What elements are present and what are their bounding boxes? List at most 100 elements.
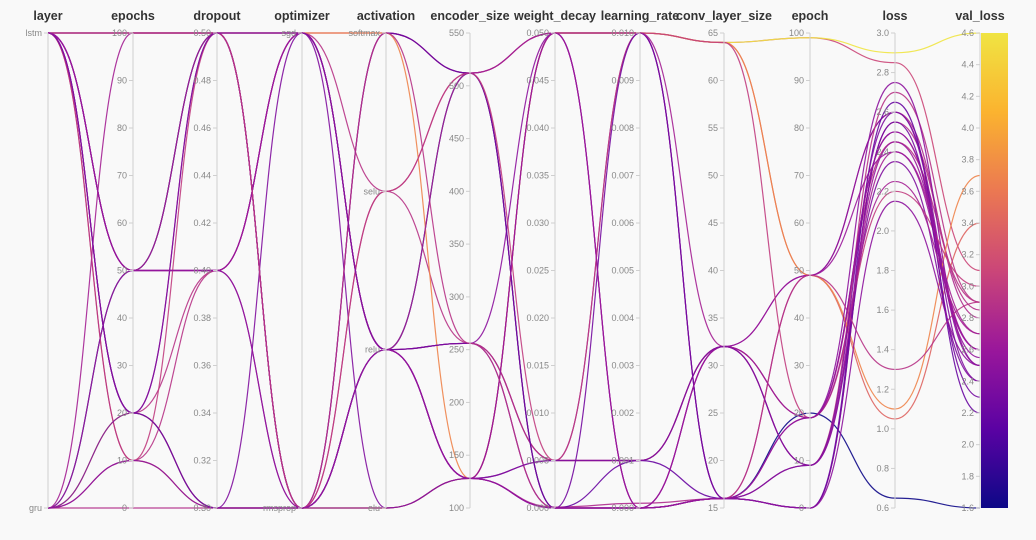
tick-label-epoch: 60 bbox=[794, 218, 804, 228]
tick-label-dropout: 0.42 bbox=[193, 218, 211, 228]
axis-optimizer[interactable]: optimizer rmsprop sgd bbox=[263, 9, 330, 513]
tick-label-layer: lstm bbox=[26, 28, 43, 38]
tick-label-weight_decay: 0.025 bbox=[526, 266, 549, 276]
tick-label-epoch: 10 bbox=[794, 456, 804, 466]
tick-label-weight_decay: 0.040 bbox=[526, 123, 549, 133]
tick-label-loss: 2.6 bbox=[876, 107, 889, 117]
axis-epoch[interactable]: epoch 0 10 20 30 40 50 60 70 80 90 100 bbox=[789, 9, 828, 513]
tick-label-epoch: 0 bbox=[799, 503, 804, 513]
tick-label-learning_rate: 0.009 bbox=[611, 76, 634, 86]
tick-label-loss: 2.8 bbox=[876, 68, 889, 78]
tick-label-loss: 2.2 bbox=[876, 186, 889, 196]
tick-label-conv_layer_size: 25 bbox=[708, 408, 718, 418]
tick-label-weight_decay: 0.045 bbox=[526, 76, 549, 86]
axis-title-epoch: epoch bbox=[792, 9, 829, 23]
tick-label-loss: 1.4 bbox=[876, 345, 889, 355]
tick-label-learning_rate: 0.007 bbox=[611, 171, 634, 181]
tick-label-loss: 2.4 bbox=[876, 147, 889, 157]
axis-title-loss: loss bbox=[882, 9, 907, 23]
tick-label-val_loss: 4.6 bbox=[961, 28, 974, 38]
tick-label-epoch: 50 bbox=[794, 266, 804, 276]
axis-val_loss[interactable]: val_loss 1.6 1.8 2.0 2.2 2.4 2.6 2.8 3.0 3.2 3.4 3.… bbox=[955, 9, 1004, 513]
tick-label-encoder_size: 550 bbox=[449, 28, 464, 38]
tick-label-epoch: 80 bbox=[794, 123, 804, 133]
axis-title-epochs: epochs bbox=[111, 9, 155, 23]
tick-label-encoder_size: 250 bbox=[449, 345, 464, 355]
axis-learning_rate[interactable]: learning_rate 0.000 0.001 0.002 0.003 0.004 0.… bbox=[601, 9, 680, 513]
axis-title-val_loss: val_loss bbox=[955, 9, 1004, 23]
tick-label-weight_decay: 0.030 bbox=[526, 218, 549, 228]
tick-label-learning_rate: 0.006 bbox=[611, 218, 634, 228]
axis-title-encoder_size: encoder_size bbox=[430, 9, 509, 23]
axis-title-activation: activation bbox=[357, 9, 415, 23]
tick-label-encoder_size: 150 bbox=[449, 450, 464, 460]
axis-title-optimizer: optimizer bbox=[274, 9, 330, 23]
tick-label-optimizer: rmsprop bbox=[263, 503, 296, 513]
axis-activation[interactable]: activation elu relu selu softmax bbox=[348, 9, 415, 513]
tick-label-val_loss: 3.4 bbox=[961, 218, 974, 228]
axis-dropout[interactable]: dropout 0.30 0.32 0.34 0.36 0.38 0.40 0.42 0.44 0… bbox=[193, 9, 241, 513]
tick-label-epoch: 70 bbox=[794, 171, 804, 181]
tick-label-epochs: 20 bbox=[117, 408, 127, 418]
tick-label-learning_rate: 0.002 bbox=[611, 408, 634, 418]
tick-label-val_loss: 3.8 bbox=[961, 155, 974, 165]
tick-label-loss: 1.6 bbox=[876, 305, 889, 315]
tick-label-val_loss: 4.4 bbox=[961, 60, 974, 70]
tick-label-learning_rate: 0.001 bbox=[611, 456, 634, 466]
series-line-run-19[interactable] bbox=[47, 32, 981, 509]
tick-label-encoder_size: 500 bbox=[449, 81, 464, 91]
tick-label-layer: gru bbox=[29, 503, 42, 513]
axis-loss[interactable]: loss 0.6 0.8 1.0 1.2 1.4 1.6 1.8 2.0 2.2 2.4 2.6 2.8… bbox=[876, 9, 907, 513]
axis-conv_layer_size[interactable]: conv_layer_size 15 20 25 30 35 40 45 50 55 60 65 bbox=[676, 9, 772, 513]
tick-label-dropout: 0.40 bbox=[193, 266, 211, 276]
tick-label-weight_decay: 0.020 bbox=[526, 313, 549, 323]
tick-label-epoch: 40 bbox=[794, 313, 804, 323]
tick-label-encoder_size: 450 bbox=[449, 134, 464, 144]
tick-label-val_loss: 3.6 bbox=[961, 186, 974, 196]
tick-label-conv_layer_size: 55 bbox=[708, 123, 718, 133]
tick-label-dropout: 0.36 bbox=[193, 361, 211, 371]
tick-label-epoch: 90 bbox=[794, 76, 804, 86]
tick-label-dropout: 0.38 bbox=[193, 313, 211, 323]
tick-label-epochs: 70 bbox=[117, 171, 127, 181]
tick-label-val_loss: 2.4 bbox=[961, 376, 974, 386]
tick-label-loss: 1.2 bbox=[876, 384, 889, 394]
tick-label-learning_rate: 0.005 bbox=[611, 266, 634, 276]
tick-label-conv_layer_size: 45 bbox=[708, 218, 718, 228]
series-line-run-11[interactable] bbox=[48, 72, 981, 509]
tick-label-weight_decay: 0.050 bbox=[526, 28, 549, 38]
tick-label-encoder_size: 400 bbox=[449, 186, 464, 196]
axis-title-conv_layer_size: conv_layer_size bbox=[676, 9, 772, 23]
series-line-run-10[interactable] bbox=[47, 32, 981, 466]
tick-label-loss: 2.0 bbox=[876, 226, 889, 236]
axis-layer[interactable]: layer gru lstm bbox=[26, 9, 63, 513]
tick-label-dropout: 0.48 bbox=[193, 76, 211, 86]
tick-label-val_loss: 4.0 bbox=[961, 123, 974, 133]
tick-label-conv_layer_size: 30 bbox=[708, 361, 718, 371]
series-line-run-21[interactable] bbox=[47, 32, 981, 419]
tick-label-dropout: 0.44 bbox=[193, 171, 211, 181]
tick-label-epochs: 60 bbox=[117, 218, 127, 228]
tick-label-val_loss: 3.2 bbox=[961, 250, 974, 260]
axis-epochs[interactable]: epochs 0 10 20 30 40 50 60 70 80 90 100 bbox=[111, 9, 155, 513]
series-line-run-18[interactable] bbox=[47, 32, 981, 509]
tick-label-dropout: 0.50 bbox=[193, 28, 211, 38]
axis-title-learning_rate: learning_rate bbox=[601, 9, 680, 23]
tick-label-dropout: 0.34 bbox=[193, 408, 211, 418]
tick-label-epochs: 30 bbox=[117, 361, 127, 371]
tick-label-conv_layer_size: 40 bbox=[708, 266, 718, 276]
tick-label-epoch: 20 bbox=[794, 408, 804, 418]
tick-label-val_loss: 2.0 bbox=[961, 440, 974, 450]
tick-label-weight_decay: 0.005 bbox=[526, 456, 549, 466]
axis-encoder_size[interactable]: encoder_size 100 150 200 250 300 350 400 450 500 5… bbox=[430, 9, 509, 513]
series-line-run-24[interactable] bbox=[47, 32, 981, 509]
tick-label-weight_decay: 0.035 bbox=[526, 171, 549, 181]
axis-weight_decay[interactable]: weight_decay 0.000 0.005 0.010 0.015 0.020 0.0… bbox=[513, 9, 596, 513]
tick-label-loss: 0.6 bbox=[876, 503, 889, 513]
tick-label-conv_layer_size: 60 bbox=[708, 76, 718, 86]
tick-label-dropout: 0.30 bbox=[193, 503, 211, 513]
val-loss-colorbar bbox=[981, 33, 1008, 508]
tick-label-learning_rate: 0.008 bbox=[611, 123, 634, 133]
series-lines bbox=[47, 32, 981, 509]
tick-label-weight_decay: 0.015 bbox=[526, 361, 549, 371]
